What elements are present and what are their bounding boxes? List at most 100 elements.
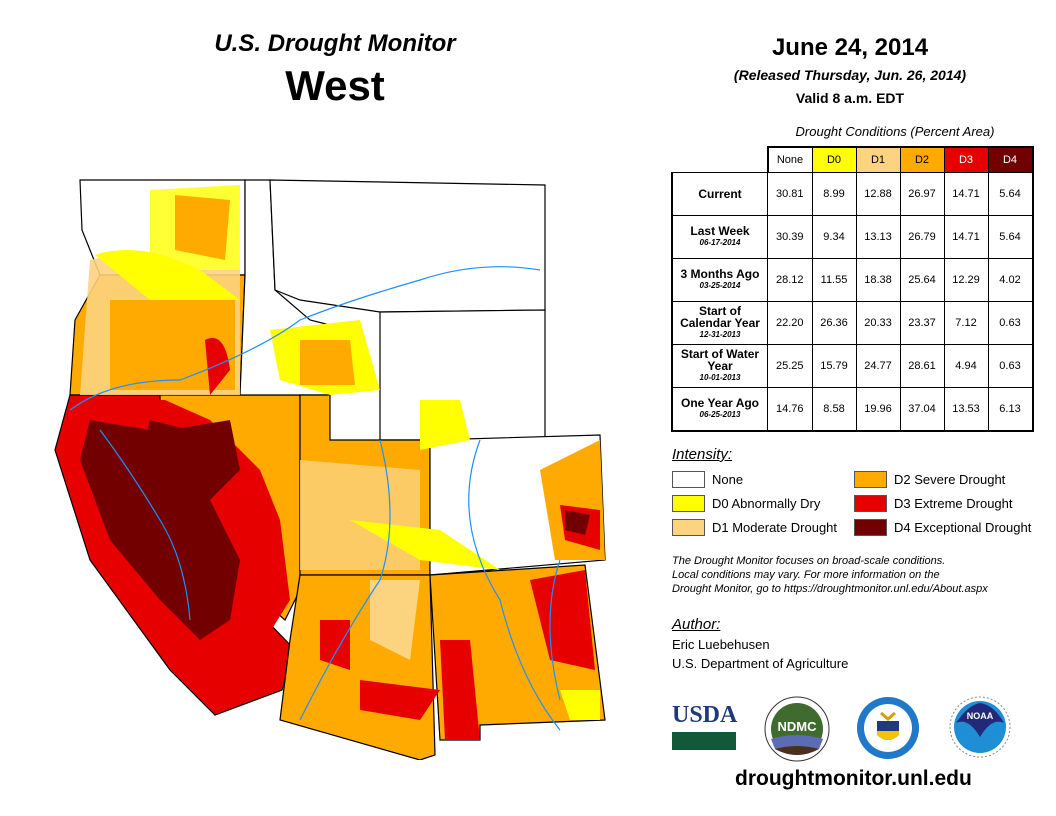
table-cell: 19.96 (855, 387, 901, 432)
table-cell: 11.55 (811, 258, 857, 302)
table-cell: 0.63 (987, 301, 1034, 345)
table-cell: 12.29 (943, 258, 989, 302)
ndmc-logo: NDMC (764, 696, 830, 762)
website-link[interactable]: droughtmonitor.unl.edu (735, 767, 972, 790)
drought-areas (60, 185, 605, 740)
table-cell: 24.77 (855, 344, 901, 388)
legend-swatch (854, 471, 887, 488)
table-row: Last Week 06-17-2014 30.39 9.34 13.13 26.79 14… (671, 215, 1034, 259)
table-cell: 8.99 (811, 172, 857, 216)
row-label: Current (671, 172, 768, 216)
table-cell: 30.81 (767, 172, 813, 216)
disclaimer-note: The Drought Monitor focuses on broad-sca… (672, 554, 1042, 596)
table-cell: 14.76 (767, 387, 813, 432)
row-date: 12-31-2013 (699, 330, 741, 339)
author-org: U.S. Department of Agriculture (672, 656, 849, 671)
table-cell: 4.94 (943, 344, 989, 388)
legend-swatch (672, 519, 705, 536)
legend-swatch (672, 471, 705, 488)
map-date: June 24, 2014 (771, 34, 929, 61)
legend-item: None (672, 471, 743, 488)
table-cell: 13.13 (855, 215, 901, 259)
column-header-d0: D0 (811, 146, 857, 173)
table-cell: 25.25 (767, 344, 813, 388)
row-date: 10-01-2013 (699, 373, 741, 382)
usda-logo: USDA (672, 703, 737, 750)
row-label-text: Last Week (690, 224, 750, 238)
table-cell: 4.02 (987, 258, 1034, 302)
drought-conditions-table: None D0 D1 D2 D3 D4 Current 30.81 8.99 12.88 26.9… (671, 146, 1034, 432)
map-title: U.S. Drought Monitor (214, 30, 456, 57)
table-cell: 7.12 (943, 301, 989, 345)
table-cell: 5.64 (987, 172, 1034, 216)
row-label-text: One Year Ago (680, 396, 760, 410)
legend-item: D0 Abnormally Dry (672, 495, 820, 512)
table-cell: 26.97 (899, 172, 945, 216)
row-label: Last Week 06-17-2014 (671, 215, 768, 259)
table-cell: 14.71 (943, 172, 989, 216)
table-cell: 23.37 (899, 301, 945, 345)
row-date: 06-25-2013 (699, 410, 741, 419)
table-row: One Year Ago 06-25-2013 14.76 8.58 19.96 37.0… (671, 387, 1034, 432)
table-caption: Drought Conditions (Percent Area) (795, 124, 995, 139)
row-label: 3 Months Ago 03-25-2014 (671, 258, 768, 302)
table-cell: 26.36 (811, 301, 857, 345)
legend-label: D0 Abnormally Dry (712, 496, 821, 511)
column-header-d1: D1 (855, 146, 901, 173)
table-cell: 9.34 (811, 215, 857, 259)
column-header-d2: D2 (899, 146, 945, 173)
legend-item: D1 Moderate Drought (672, 519, 837, 536)
row-label: Start of Calendar Year 12-31-2013 (671, 301, 768, 345)
row-date: 06-17-2014 (699, 238, 741, 247)
legend-title: Intensity: (672, 446, 733, 463)
table-corner (672, 147, 769, 173)
row-label-text: Current (698, 187, 742, 201)
legend-item: D2 Severe Drought (854, 471, 1005, 488)
rivers (69, 266, 561, 731)
drought-map (54, 179, 606, 760)
release-date: (Released Thursday, Jun. 26, 2014) (733, 67, 967, 83)
table-cell: 6.13 (987, 387, 1034, 432)
legend-label: D1 Moderate Drought (712, 520, 838, 535)
legend-item: D3 Extreme Drought (854, 495, 1013, 512)
table-cell: 28.12 (767, 258, 813, 302)
state-montana (269, 179, 546, 313)
legend-label: D3 Extreme Drought (894, 496, 1013, 511)
note-line: Drought Monitor, go to https://droughtmo… (672, 583, 988, 595)
table-cell: 15.79 (811, 344, 857, 388)
table-cell: 18.38 (855, 258, 901, 302)
table-row: Current 30.81 8.99 12.88 26.97 14.71 5.64 (671, 172, 1034, 216)
column-header-d4: D4 (987, 146, 1034, 173)
table-cell: 20.33 (855, 301, 901, 345)
table-cell: 13.53 (943, 387, 989, 432)
row-label-text: Start of Calendar Year (680, 304, 760, 330)
row-label-text: Start of Water Year (680, 347, 760, 373)
table-cell: 8.58 (811, 387, 857, 432)
row-label: One Year Ago 06-25-2013 (671, 387, 768, 432)
note-line: Local conditions may vary. For more info… (672, 569, 940, 581)
table-cell: 5.64 (987, 215, 1034, 259)
row-date: 03-25-2014 (699, 281, 741, 290)
table-row: Start of Calendar Year 12-31-2013 22.20 26.… (671, 301, 1034, 345)
legend-label: None (712, 472, 744, 487)
noaa-logo: NOAA (949, 696, 1011, 758)
legend-label: D4 Exceptional Drought (894, 520, 1032, 535)
legend-item: D4 Exceptional Drought (854, 519, 1031, 536)
author-title: Author: (672, 616, 721, 633)
column-header-d3: D3 (943, 146, 989, 173)
legend-swatch (854, 519, 887, 536)
table-cell: 30.39 (767, 215, 813, 259)
table-cell: 28.61 (899, 344, 945, 388)
table-cell: 25.64 (899, 258, 945, 302)
table-cell: 12.88 (855, 172, 901, 216)
table-cell: 0.63 (987, 344, 1034, 388)
author-name: Eric Luebehusen (672, 637, 770, 652)
row-label-text: 3 Months Ago (680, 267, 760, 281)
table-cell: 37.04 (899, 387, 945, 432)
table-row: Start of Water Year 10-01-2013 25.25 15.79 2… (671, 344, 1034, 388)
table-row: 3 Months Ago 03-25-2014 28.12 11.55 18.38 25.… (671, 258, 1034, 302)
legend-swatch (672, 495, 705, 512)
legend-label: D2 Severe Drought (894, 472, 1006, 487)
row-label: Start of Water Year 10-01-2013 (671, 344, 768, 388)
